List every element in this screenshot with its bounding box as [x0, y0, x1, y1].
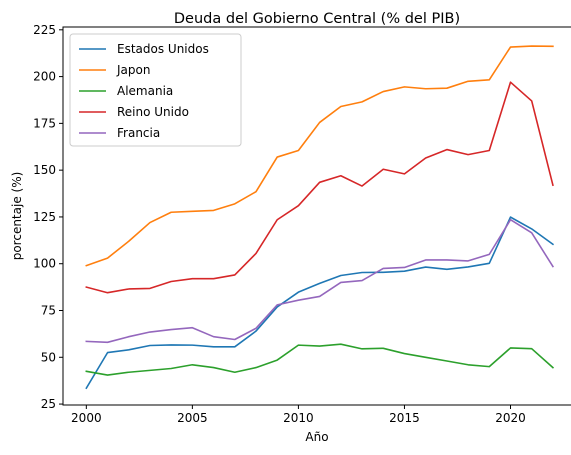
- legend: Estados Unidos Japon Alemania Reino Unido Fr…: [69, 33, 242, 147]
- chart-title: Deuda del Gobierno Central (% del PIB): [174, 11, 460, 27]
- y-tick-label: 225: [33, 23, 56, 37]
- legend-label-4: Francia: [117, 126, 160, 140]
- y-axis-label: porcentaje (%): [10, 172, 24, 261]
- x-axis-label: Año: [305, 430, 328, 444]
- y-tick-label: 100: [33, 257, 56, 271]
- legend-label-3: Reino Unido: [117, 105, 189, 119]
- x-tick-label: 2015: [389, 411, 420, 425]
- y-tick-label: 125: [33, 210, 56, 224]
- plot-lines: [85, 45, 555, 390]
- x-tick-label: 2010: [283, 411, 314, 425]
- legend-label-0: Estados Unidos: [117, 42, 209, 56]
- legend-label-2: Alemania: [117, 84, 173, 98]
- series-line-2: [85, 343, 555, 376]
- y-tick-label: 75: [41, 304, 56, 318]
- y-tick-label: 175: [33, 116, 56, 130]
- plot-area-frame: [62, 26, 571, 406]
- x-tick-label: 2005: [177, 411, 208, 425]
- x-tick-label: 2000: [71, 411, 102, 425]
- y-axis-ticks: 25 50 75 100 125 150 175 200 225: [33, 23, 63, 411]
- y-tick-label: 50: [41, 350, 56, 364]
- series-line-1: [85, 45, 554, 267]
- legend-label-1: Japon: [116, 63, 150, 77]
- x-axis-ticks: 2000 2005 2010 2015 2020: [71, 405, 526, 425]
- series-line-0: [85, 216, 555, 390]
- series-line-3: [85, 81, 554, 294]
- y-tick-label: 25: [41, 397, 56, 411]
- legend-box: [69, 33, 242, 147]
- y-tick-label: 200: [33, 70, 56, 84]
- x-tick-label: 2020: [495, 411, 526, 425]
- y-tick-label: 150: [33, 163, 56, 177]
- legend-items: Estados Unidos Japon Alemania Reino Unido Fr…: [79, 42, 209, 140]
- series-line-4: [85, 218, 555, 344]
